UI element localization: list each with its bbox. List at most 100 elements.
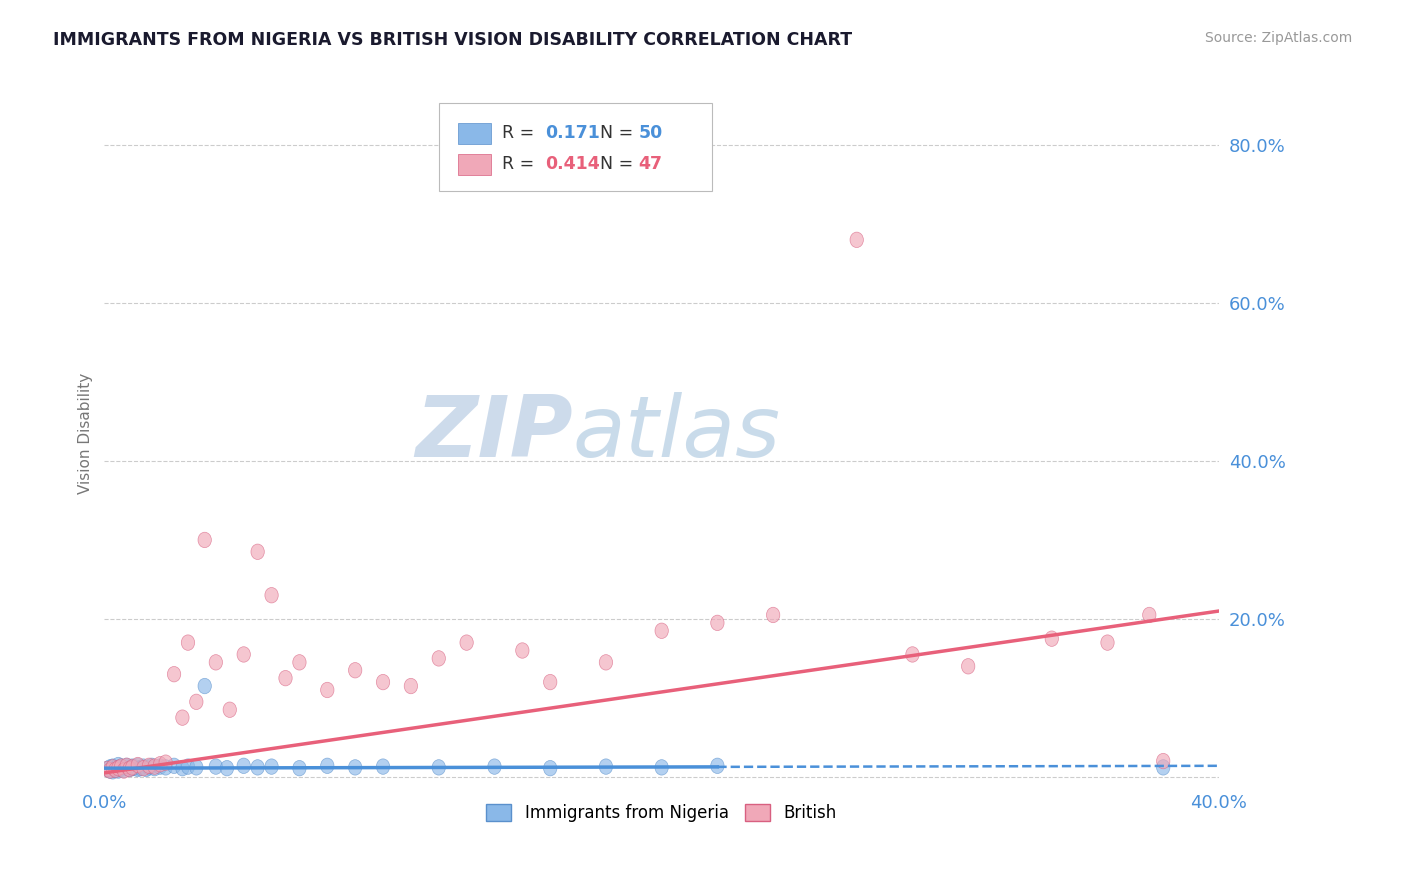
Ellipse shape (238, 758, 250, 773)
Ellipse shape (190, 694, 202, 709)
Ellipse shape (181, 759, 194, 774)
Ellipse shape (221, 761, 233, 776)
Ellipse shape (377, 674, 389, 690)
Ellipse shape (905, 647, 920, 662)
Ellipse shape (125, 760, 139, 775)
Ellipse shape (148, 759, 162, 774)
Ellipse shape (432, 760, 446, 775)
Ellipse shape (125, 761, 139, 776)
Text: atlas: atlas (572, 392, 780, 475)
Ellipse shape (209, 655, 222, 670)
Ellipse shape (142, 760, 156, 775)
Ellipse shape (176, 710, 188, 725)
Ellipse shape (117, 763, 131, 779)
Ellipse shape (111, 761, 125, 776)
Ellipse shape (128, 760, 142, 775)
Ellipse shape (190, 760, 202, 775)
Ellipse shape (349, 663, 361, 678)
Ellipse shape (167, 758, 181, 773)
Ellipse shape (404, 678, 418, 694)
Ellipse shape (134, 761, 148, 776)
Ellipse shape (224, 702, 236, 717)
Ellipse shape (1101, 635, 1114, 650)
FancyBboxPatch shape (458, 123, 491, 144)
Ellipse shape (108, 761, 122, 776)
Ellipse shape (153, 756, 167, 772)
Ellipse shape (851, 232, 863, 248)
Text: 0.414: 0.414 (544, 155, 599, 173)
Ellipse shape (159, 760, 173, 775)
Ellipse shape (131, 761, 145, 777)
Text: Source: ZipAtlas.com: Source: ZipAtlas.com (1205, 31, 1353, 45)
FancyBboxPatch shape (439, 103, 711, 191)
Ellipse shape (103, 763, 117, 779)
Ellipse shape (321, 758, 335, 773)
Ellipse shape (167, 666, 181, 681)
Ellipse shape (516, 643, 529, 658)
Ellipse shape (209, 759, 222, 774)
Y-axis label: Vision Disability: Vision Disability (79, 373, 93, 494)
Ellipse shape (432, 650, 446, 666)
Ellipse shape (198, 533, 211, 548)
Ellipse shape (544, 674, 557, 690)
Ellipse shape (114, 761, 128, 777)
Ellipse shape (122, 761, 136, 777)
Ellipse shape (655, 760, 668, 775)
Ellipse shape (105, 760, 120, 775)
Ellipse shape (111, 757, 125, 772)
Ellipse shape (105, 764, 120, 779)
Ellipse shape (103, 760, 117, 775)
Ellipse shape (460, 635, 474, 650)
Ellipse shape (120, 758, 134, 773)
Ellipse shape (250, 544, 264, 559)
FancyBboxPatch shape (458, 153, 491, 175)
Ellipse shape (131, 758, 145, 773)
Ellipse shape (349, 760, 361, 775)
Ellipse shape (100, 761, 114, 777)
Ellipse shape (120, 758, 134, 773)
Ellipse shape (264, 759, 278, 774)
Ellipse shape (153, 759, 167, 774)
Text: R =: R = (502, 124, 540, 142)
Ellipse shape (1143, 607, 1156, 623)
Ellipse shape (108, 762, 122, 778)
Ellipse shape (250, 760, 264, 775)
Text: IMMIGRANTS FROM NIGERIA VS BRITISH VISION DISABILITY CORRELATION CHART: IMMIGRANTS FROM NIGERIA VS BRITISH VISIO… (53, 31, 852, 49)
Ellipse shape (198, 678, 211, 694)
Text: 0.171: 0.171 (544, 124, 599, 142)
Ellipse shape (1157, 760, 1170, 775)
Text: N =: N = (600, 155, 640, 173)
Ellipse shape (148, 761, 162, 776)
Ellipse shape (176, 761, 188, 776)
Ellipse shape (108, 762, 122, 778)
Ellipse shape (111, 763, 125, 779)
Ellipse shape (292, 655, 307, 670)
Ellipse shape (125, 759, 139, 774)
Ellipse shape (655, 623, 668, 639)
Ellipse shape (131, 757, 145, 772)
Text: 47: 47 (638, 155, 662, 173)
Ellipse shape (114, 759, 128, 774)
Ellipse shape (962, 658, 974, 674)
Ellipse shape (117, 762, 131, 778)
Text: 50: 50 (638, 124, 662, 142)
Ellipse shape (321, 682, 335, 698)
Ellipse shape (766, 607, 780, 623)
Legend: Immigrants from Nigeria, British: Immigrants from Nigeria, British (479, 797, 844, 830)
Ellipse shape (105, 759, 120, 774)
Ellipse shape (114, 759, 128, 774)
Ellipse shape (710, 758, 724, 773)
Ellipse shape (136, 761, 150, 776)
Ellipse shape (1157, 754, 1170, 769)
Ellipse shape (100, 761, 114, 777)
Text: ZIP: ZIP (415, 392, 572, 475)
Ellipse shape (264, 588, 278, 603)
Ellipse shape (159, 755, 173, 771)
Ellipse shape (136, 759, 150, 774)
Ellipse shape (142, 758, 156, 773)
Ellipse shape (278, 671, 292, 686)
Ellipse shape (181, 635, 194, 650)
Ellipse shape (488, 759, 501, 774)
Text: N =: N = (600, 124, 640, 142)
Ellipse shape (544, 761, 557, 776)
